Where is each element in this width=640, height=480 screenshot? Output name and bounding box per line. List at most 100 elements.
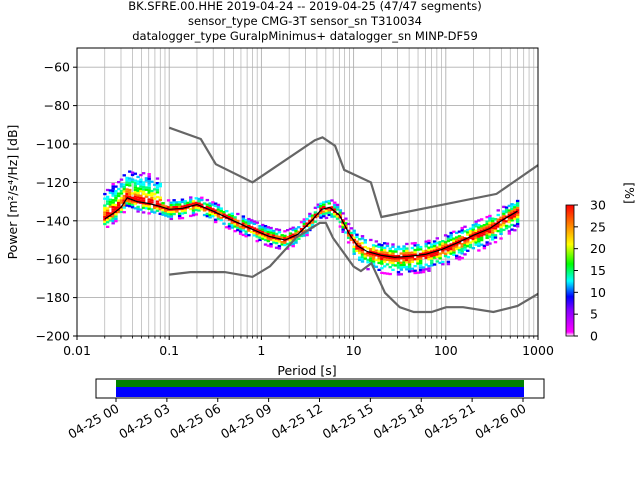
density-cell <box>105 209 110 212</box>
x-tick-label: 0.01 <box>63 343 91 358</box>
density-cell <box>438 241 442 244</box>
density-cell <box>302 229 307 233</box>
density-cell <box>477 240 481 243</box>
density-cell <box>479 243 484 246</box>
density-cell <box>158 182 162 186</box>
density-cell <box>399 261 403 264</box>
density-cell <box>136 194 140 197</box>
density-cell <box>297 237 301 240</box>
density-cell <box>150 194 154 197</box>
density-cell <box>427 267 431 270</box>
density-cell <box>430 257 434 260</box>
density-cell <box>155 195 160 199</box>
density-cell <box>360 251 365 254</box>
density-cell <box>513 208 517 211</box>
density-cell <box>263 227 268 230</box>
density-cell <box>249 219 254 222</box>
density-cell <box>111 189 115 193</box>
density-cell <box>407 258 412 262</box>
density-cell <box>496 225 500 228</box>
density-cell <box>402 259 406 262</box>
density-cell <box>477 230 481 234</box>
density-cell <box>147 205 151 208</box>
density-cell <box>435 251 440 254</box>
density-cell <box>491 229 495 232</box>
density-cell <box>125 199 129 203</box>
density-cell <box>230 212 234 215</box>
density-cell <box>233 216 237 219</box>
density-cell <box>288 232 293 235</box>
density-cell <box>491 226 495 230</box>
density-cell <box>291 226 295 229</box>
density-cell <box>133 195 138 198</box>
density-cell <box>103 209 107 212</box>
density-cell <box>122 204 126 207</box>
density-cell <box>108 203 113 206</box>
density-cell <box>432 249 437 252</box>
density-cell <box>396 266 401 269</box>
time-tick-label: 04-26 00 <box>472 401 528 442</box>
density-cell <box>153 197 157 200</box>
density-cell <box>344 222 348 225</box>
density-cell <box>263 238 268 242</box>
density-cell <box>485 215 489 219</box>
density-cell <box>507 230 512 233</box>
colorbar-tick-label: 10 <box>590 285 606 300</box>
density-cell <box>155 200 160 203</box>
density-cell <box>111 205 115 209</box>
density-cell <box>177 214 182 218</box>
density-cell <box>452 242 456 245</box>
density-cell <box>441 240 445 243</box>
density-cell <box>430 248 434 251</box>
density-cell <box>136 187 140 190</box>
density-cell <box>382 251 387 254</box>
density-cell <box>382 265 387 268</box>
density-cell <box>452 237 456 240</box>
density-cell <box>122 185 126 189</box>
density-cell <box>136 198 140 202</box>
density-cell <box>496 223 500 226</box>
density-cell <box>310 216 315 220</box>
density-cell <box>227 213 232 216</box>
density-cell <box>150 189 154 193</box>
density-cell <box>460 256 464 260</box>
density-cell <box>452 244 456 247</box>
density-cell <box>352 248 356 251</box>
density-cell <box>402 261 406 264</box>
density-cell <box>139 194 143 197</box>
density-cell <box>396 264 401 267</box>
density-cell <box>452 249 456 252</box>
density-cell <box>272 234 276 237</box>
density-cell <box>147 182 151 185</box>
density-cell <box>515 206 520 210</box>
density-cell <box>424 268 428 271</box>
y-tick-label: −120 <box>36 175 70 190</box>
density-cell <box>479 234 484 237</box>
density-cell <box>230 226 234 229</box>
density-cell <box>125 192 129 196</box>
density-cell <box>141 181 146 184</box>
density-cell <box>255 228 259 231</box>
density-cell <box>249 221 254 224</box>
density-cell <box>186 201 190 204</box>
density-cell <box>322 212 326 216</box>
density-cell <box>491 235 495 239</box>
density-cell <box>322 201 326 204</box>
density-cell <box>418 257 423 260</box>
density-cell <box>191 200 196 203</box>
density-cell <box>371 246 376 249</box>
density-cell <box>252 234 257 237</box>
density-cell <box>114 194 118 197</box>
density-cell <box>302 234 307 237</box>
density-cell <box>358 238 362 241</box>
density-cell <box>391 252 395 255</box>
density-cell <box>230 217 234 220</box>
density-cell <box>344 217 348 220</box>
y-axis-ticks: −60 −80 −100 −120 −140 −160 −180 −200 <box>36 60 77 344</box>
density-cell <box>399 263 403 267</box>
density-cell <box>407 270 412 273</box>
density-cell <box>421 252 426 255</box>
density-cell <box>510 216 514 220</box>
density-cell <box>382 255 387 259</box>
density-cell <box>313 220 318 223</box>
